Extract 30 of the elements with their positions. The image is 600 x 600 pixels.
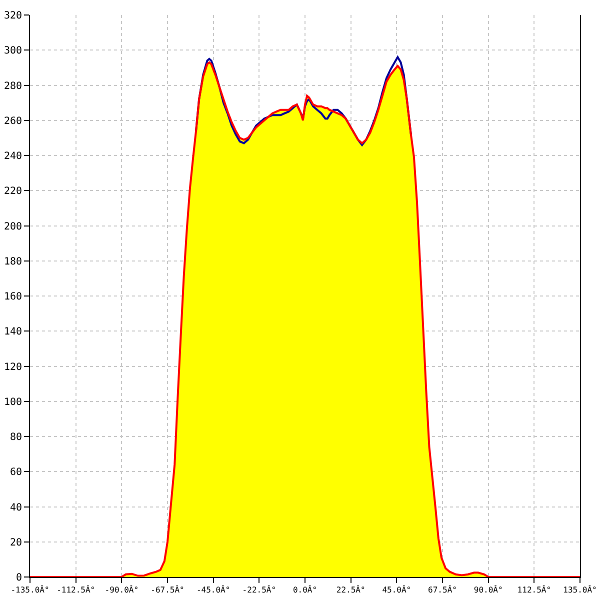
y-tick-label: 20: [10, 537, 22, 548]
y-tick-label: 260: [4, 116, 22, 127]
y-tick-label: 40: [10, 502, 22, 514]
y-tick-label: 100: [4, 396, 22, 408]
x-tick-label: -112.5Â°: [56, 584, 96, 595]
y-tick-label: 320: [4, 10, 22, 22]
y-tick-label: 280: [4, 80, 22, 92]
y-tick-label: 180: [4, 256, 22, 268]
x-tick-label: 22.5Â°: [336, 584, 366, 595]
y-tick-label: 80: [10, 432, 22, 443]
y-tick-label: 240: [4, 151, 22, 162]
x-tick-label: -90.0Â°: [104, 584, 139, 595]
x-tick-label: -45.0Â°: [196, 584, 230, 595]
y-tick-label: 300: [4, 46, 22, 57]
x-tick-label: -67.5Â°: [150, 584, 184, 595]
x-tick-label: 90.0Â°: [474, 584, 503, 595]
x-tick-label: -135.0Â°: [10, 584, 50, 595]
x-tick-label: 135.0Â°: [563, 584, 597, 595]
y-tick-label: 0: [16, 572, 22, 584]
x-tick-label: -22.5Â°: [242, 584, 276, 595]
x-tick-label: 0.0Â°: [292, 584, 318, 595]
y-tick-label: 220: [4, 186, 22, 198]
y-tick-label: 60: [10, 467, 22, 478]
y-tick-label: 160: [4, 292, 22, 302]
y-tick-label: 120: [4, 362, 22, 373]
x-tick-label: 45.0Â°: [382, 584, 412, 595]
x-tick-label: 67.5Â°: [428, 584, 457, 595]
y-tick-label: 140: [4, 326, 22, 338]
x-tick-label: 112.5Â°: [517, 584, 552, 595]
y-tick-label: 200: [4, 221, 22, 232]
